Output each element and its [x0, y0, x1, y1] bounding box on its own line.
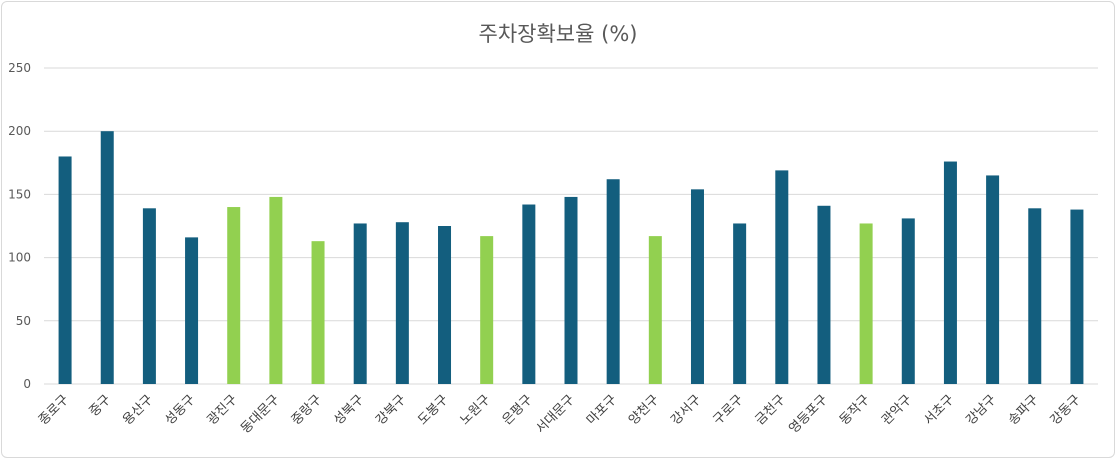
bar-강북구	[395, 222, 409, 384]
bar-마포구	[606, 179, 620, 384]
bar-광진구	[227, 207, 241, 384]
bar-송파구	[1028, 208, 1042, 384]
y-tick-label: 200	[8, 124, 31, 138]
x-tick-label: 종로구	[36, 392, 72, 428]
bar-성동구	[185, 237, 199, 384]
x-tick-label: 강서구	[668, 392, 704, 428]
x-tick-label: 금천구	[753, 392, 789, 428]
x-tick-label: 강남구	[963, 392, 999, 428]
x-tick-label: 영등포구	[786, 392, 830, 436]
bar-서대문구	[564, 196, 578, 384]
x-tick-label: 강북구	[373, 392, 409, 428]
bar-강서구	[690, 189, 704, 384]
bar-동작구	[859, 223, 873, 384]
x-tick-label: 성동구	[162, 392, 198, 428]
bar-양천구	[648, 236, 662, 384]
x-tick-label: 중구	[87, 392, 115, 420]
x-tick-label: 마포구	[584, 392, 620, 428]
bar-은평구	[522, 204, 536, 384]
bar-용산구	[142, 208, 156, 384]
bar-구로구	[733, 223, 747, 384]
y-tick-label: 0	[23, 377, 31, 391]
x-tick-label: 용산구	[120, 392, 156, 428]
y-tick-label: 150	[8, 187, 31, 201]
y-tick-label: 100	[8, 251, 31, 265]
x-tick-label: 구로구	[710, 392, 746, 428]
y-tick-label: 250	[8, 61, 31, 75]
x-tick-label: 동대문구	[238, 392, 282, 436]
x-tick-label: 성북구	[331, 392, 367, 428]
bar-노원구	[480, 236, 494, 384]
bar-강동구	[1070, 209, 1084, 384]
chart-title: 주차장확보율 (%)	[478, 22, 638, 46]
x-tick-label: 은평구	[500, 392, 536, 428]
x-tick-label: 서초구	[921, 392, 957, 428]
bar-강남구	[986, 175, 1000, 384]
x-tick-label: 중랑구	[289, 392, 325, 428]
bar-영등포구	[817, 205, 831, 384]
x-tick-label: 강동구	[1048, 392, 1084, 428]
bar-종로구	[58, 156, 72, 384]
y-tick-label: 50	[16, 314, 31, 328]
bar-동대문구	[269, 196, 283, 384]
bar-관악구	[901, 218, 915, 384]
x-tick-label: 노원구	[458, 392, 494, 428]
x-tick-label: 광진구	[205, 392, 241, 428]
x-tick-label: 양천구	[626, 392, 662, 428]
bar-금천구	[775, 170, 789, 384]
bar-중구	[100, 131, 114, 384]
x-tick-label: 도봉구	[415, 392, 451, 428]
x-tick-label: 관악구	[879, 392, 915, 428]
bar-서초구	[943, 161, 957, 384]
bar-중랑구	[311, 241, 325, 384]
x-tick-label: 동작구	[837, 392, 873, 428]
bar-도봉구	[438, 226, 452, 384]
x-tick-label: 송파구	[1006, 392, 1042, 428]
x-tick-label: 서대문구	[533, 392, 577, 436]
bar-성북구	[353, 223, 367, 384]
